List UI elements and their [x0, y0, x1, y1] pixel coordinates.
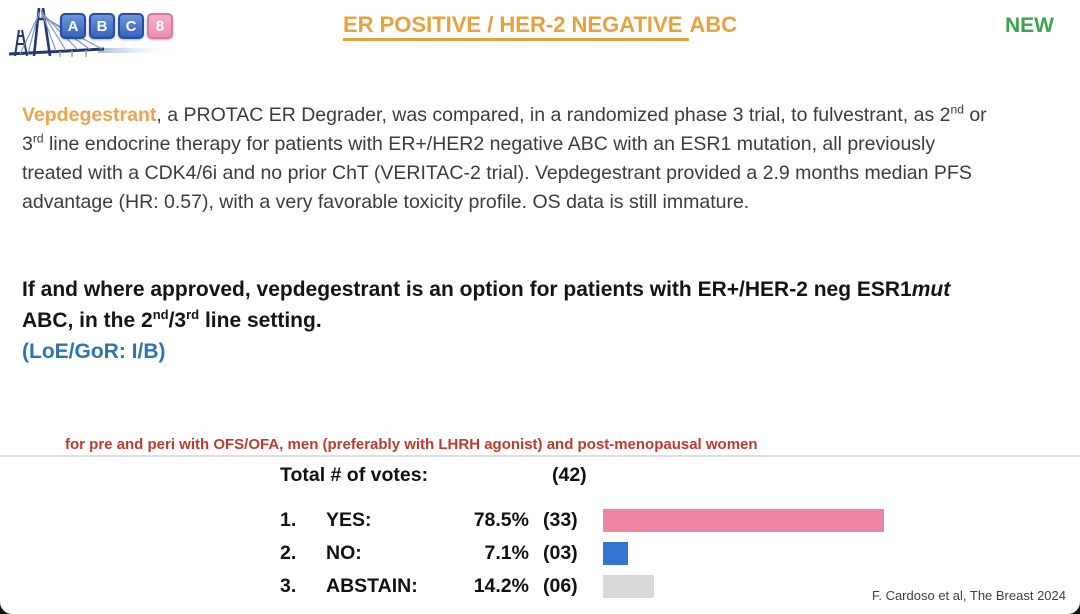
summary-line-1: Vepdegestrant, a PROTAC ER Degrader, was… — [22, 101, 1072, 130]
summary-line-2: 3rd line endocrine therapy for patients … — [22, 130, 1072, 159]
vote-row-no: 2. NO: 7.1% (03) — [280, 537, 1070, 570]
vote-row-label: YES: — [326, 509, 372, 531]
slide-title-underlined: ER POSITIVE / HER-2 NEGATIVE — [342, 12, 690, 41]
recommendation-text: /3 — [168, 309, 187, 332]
vote-bar-no — [603, 542, 628, 565]
slide-title-rest: ABC — [689, 12, 738, 37]
summary-text: line endocrine therapy for patients with… — [43, 133, 936, 155]
vote-note: for pre and peri with OFS/OFA, men (pref… — [65, 436, 758, 453]
vote-row-index: 3. — [280, 575, 297, 597]
vote-row-label: NO: — [326, 542, 362, 564]
superscript: rd — [32, 131, 44, 146]
new-badge: NEW — [1005, 14, 1054, 37]
vote-row-yes: 1. YES: 78.5% (33) — [280, 504, 1070, 537]
vote-row-label: ABSTAIN: — [326, 575, 418, 597]
vote-bar-yes — [603, 509, 884, 532]
divider-line — [0, 455, 1080, 457]
logo-letter-blocks: A B C 8 — [60, 13, 173, 39]
vote-row-count: (33) — [543, 509, 578, 531]
recommendation-statement: If and where approved, vepdegestrant is … — [22, 274, 1072, 367]
esr1-mut-italic: mut — [911, 278, 951, 301]
summary-line-3: treated with a CDK4/6i and no prior ChT … — [22, 162, 972, 184]
total-votes-label: Total # of votes: — [280, 464, 429, 486]
abc8-logo: A B C 8 — [8, 3, 180, 61]
recommendation-text: ABC, in the 2 — [22, 309, 153, 332]
recommendation-text: If and where approved, vepdegestrant is … — [22, 278, 912, 301]
vote-row-index: 1. — [280, 509, 297, 531]
vote-row-index: 2. — [280, 542, 297, 564]
loe-gor-label: (LoE/GoR: I/B) — [22, 340, 166, 363]
recommendation-text: line setting. — [199, 309, 322, 332]
logo-number-8: 8 — [147, 13, 173, 39]
recommendation-line-2: ABC, in the 2nd/3rd line setting. — [22, 305, 1072, 336]
recommendation-line-1: If and where approved, vepdegestrant is … — [22, 274, 1072, 305]
logo-letter-a: A — [60, 13, 86, 39]
summary-text: or — [963, 104, 987, 126]
citation: F. Cardoso et al, The Breast 2024 — [871, 588, 1066, 603]
vote-row-percent: 14.2% — [473, 575, 529, 597]
summary-text: 3 — [22, 133, 33, 155]
superscript: nd — [152, 307, 169, 322]
total-votes-value: (42) — [552, 464, 587, 486]
slide-title: ER POSITIVE / HER-2 NEGATIVE ABC — [0, 12, 1080, 41]
vote-row-count: (03) — [543, 542, 578, 564]
vote-bar-abstain — [603, 575, 654, 598]
drug-name: Vepdegestrant — [22, 104, 157, 126]
summary-paragraph: Vepdegestrant, a PROTAC ER Degrader, was… — [22, 101, 1072, 217]
summary-line-4: advantage (HR: 0.57), with a very favora… — [22, 191, 750, 213]
logo-letter-c: C — [118, 13, 144, 39]
vote-row-count: (06) — [543, 575, 578, 597]
summary-text: , a PROTAC ER Degrader, was compared, in… — [156, 104, 951, 126]
vote-row-percent: 7.1% — [484, 542, 529, 564]
bridge-icon — [8, 7, 178, 57]
votes-table: 1. YES: 78.5% (33) 2. NO: 7.1% (03) 3. A… — [280, 504, 1070, 603]
vote-row-percent: 78.5% — [473, 509, 529, 531]
vote-row-abstain: 3. ABSTAIN: 14.2% (06) — [280, 570, 1070, 603]
superscript: nd — [950, 102, 964, 117]
superscript: rd — [186, 307, 200, 322]
logo-letter-b: B — [89, 13, 115, 39]
